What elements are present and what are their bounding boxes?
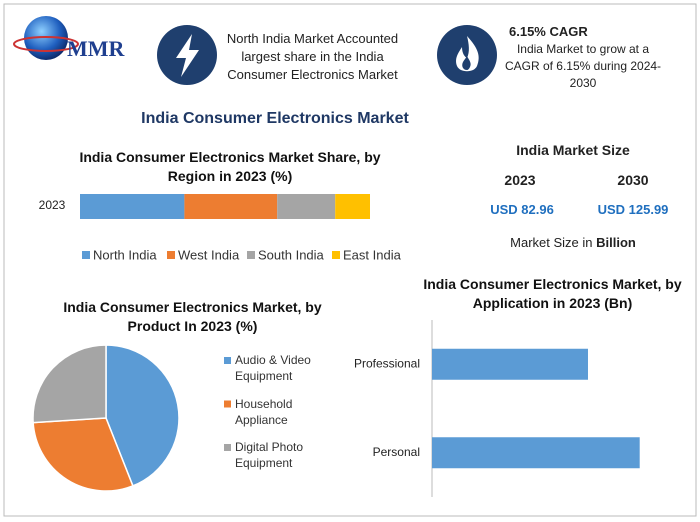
chart-title: India Consumer Electronics Market, by Pr… [63,299,322,334]
note-unit: Billion [596,235,636,250]
legend-label: North India [93,247,157,262]
legend-swatch [224,400,231,408]
legend-label: West India [178,247,240,262]
highlight-1: North India Market Accounted largest sha… [226,31,399,82]
legend-swatch [224,357,231,364]
icon-flame-bg [437,25,497,85]
icon-flame [456,36,479,72]
market-size-note: Market Size in Billion [473,235,673,250]
legend-label: Audio & Video Equipment [235,353,311,383]
chart-title: India Consumer Electronics Market, by Ap… [423,276,682,311]
note-text: Market Size in [510,235,593,250]
bar-segment [277,194,336,219]
category-label: 2023 [39,198,66,212]
pie-slice [32,344,107,424]
market-value: USD 125.99 [597,202,669,217]
icon-bolt [176,34,199,77]
legend-swatch [224,444,231,451]
legend-swatch [167,251,175,259]
legend-label: East India [343,247,402,262]
chart-title: India Consumer Electronics Market Share,… [79,149,381,184]
market-size-title: India Market Size [516,142,630,158]
legend-label: Digital Photo Equipment [235,440,304,470]
category-label: Professional [354,356,420,370]
logo-text: MMR [67,36,126,61]
icon-flame-core [462,56,471,70]
legend-swatch [247,251,255,259]
bar-segment [335,194,370,219]
main-title: India Consumer Electronics Market [141,110,409,127]
pie-slice [32,417,134,492]
bar [432,437,640,469]
year: 2023 [504,172,536,188]
highlight-2-text: India Market to grow at a CAGR of 6.15% … [504,42,662,90]
year: 2030 [617,172,649,188]
legend-swatch [332,251,340,259]
legend-label: South India [258,247,325,262]
category-label: Personal [373,445,420,459]
highlight-2-title: 6.15% CAGR [509,24,588,39]
bar-segment [184,194,278,219]
border [3,3,697,517]
legend-swatch [82,251,90,259]
bar-segment [80,194,185,219]
bar [432,348,588,380]
pie-slice [105,344,180,487]
legend-label: Household Appliance [235,396,293,427]
market-value: USD 82.96 [490,202,554,217]
logo-ring [13,36,79,52]
